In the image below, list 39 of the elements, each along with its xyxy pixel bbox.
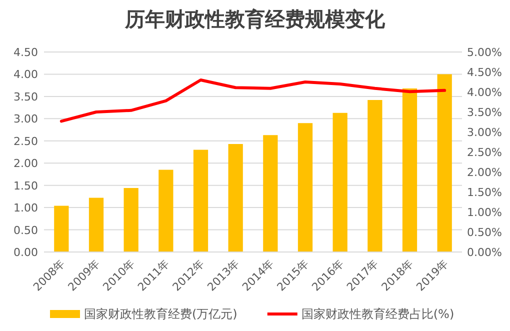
y2-tick-label: 4.00%	[467, 86, 502, 99]
y2-tick-label: 5.00%	[467, 46, 502, 59]
bar	[193, 150, 208, 252]
legend-国家财政性教育经费(万亿元): 国家财政性教育经费(万亿元)	[50, 307, 238, 321]
y2-tick-label: 2.00%	[467, 166, 502, 179]
bar	[124, 188, 138, 252]
line-series	[60, 78, 446, 123]
y-tick-label: 3.50	[14, 90, 38, 104]
bar	[228, 144, 243, 252]
y-tick-label: 1.00	[14, 202, 38, 215]
chart-title: 历年财政性教育经费规模变化	[124, 7, 386, 31]
y-tick-label: 4.00	[14, 68, 38, 82]
bar	[158, 170, 174, 252]
legend-label: 国家财政性教育经费(万亿元)	[84, 307, 238, 321]
y-tick-label: 0.50	[14, 224, 38, 237]
y2-tick-label: 0.00%	[467, 246, 502, 259]
y2-tick-label: 0.50%	[467, 226, 502, 239]
bar	[437, 74, 452, 252]
bar	[332, 112, 348, 252]
bar	[54, 206, 69, 252]
y2-tick-label: 1.50%	[467, 186, 502, 199]
y-tick-label: 2.50	[14, 134, 38, 148]
legend-国家财政性教育经费占比(%): 国家财政性教育经费占比(%)	[267, 307, 454, 321]
y2-tick-label: 1.00%	[467, 206, 502, 219]
y2-tick-label: 4.50%	[467, 66, 502, 79]
y2-tick-label: 3.50%	[467, 106, 502, 119]
y2-tick-label: 2.50%	[467, 146, 502, 159]
bar	[298, 123, 313, 252]
y-tick-label: 0.00	[14, 246, 38, 259]
bar	[263, 135, 278, 252]
y-tick-label: 1.50	[14, 179, 38, 192]
bar	[402, 88, 418, 252]
y-tick-label: 3.00	[14, 112, 38, 126]
bar	[368, 100, 382, 252]
legend-label: 国家财政性教育经费占比(%)	[301, 307, 454, 321]
y-tick-label: 2.00	[14, 157, 38, 170]
bar	[88, 198, 104, 252]
y-tick-label: 4.50	[14, 46, 38, 59]
y2-tick-label: 3.00%	[467, 126, 502, 139]
